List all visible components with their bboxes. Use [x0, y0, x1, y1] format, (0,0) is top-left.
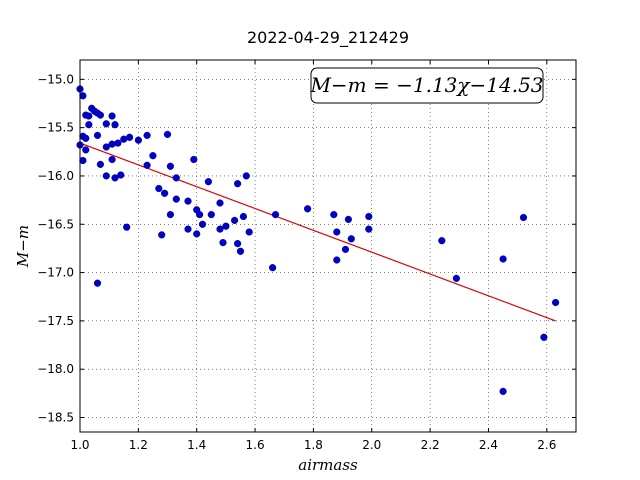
data-point — [438, 237, 446, 245]
y-tick-label: −15.0 — [37, 72, 74, 86]
data-point — [234, 180, 242, 188]
data-point — [365, 225, 373, 233]
plot-frame — [79, 59, 577, 433]
x-tick-label: 2.4 — [479, 438, 498, 452]
points-layer — [76, 85, 560, 396]
data-point — [82, 146, 90, 154]
data-point — [155, 184, 163, 193]
y-tick-label: −16.0 — [37, 169, 74, 183]
data-point — [344, 215, 353, 224]
data-point — [108, 112, 116, 120]
data-point — [184, 225, 192, 233]
x-tick-label: 1.6 — [246, 438, 265, 452]
data-point — [158, 231, 166, 239]
data-point — [452, 274, 461, 283]
data-point — [82, 134, 90, 142]
data-point — [330, 211, 338, 219]
x-tick-label: 2.6 — [537, 438, 556, 452]
data-point — [93, 279, 102, 287]
data-point — [96, 160, 105, 169]
data-point — [102, 143, 110, 151]
x-tick-label: 1.0 — [70, 438, 89, 452]
data-point — [166, 162, 175, 170]
y-tick-label: −18.0 — [37, 362, 74, 376]
data-point — [216, 225, 224, 233]
data-point — [149, 152, 157, 160]
data-point — [204, 178, 213, 186]
chart-title: 2022-04-29_212429 — [247, 28, 409, 48]
annotation-box: M−m = −1.13χ−14.53 — [309, 67, 544, 104]
annotation-frame — [310, 67, 544, 104]
data-point — [207, 211, 215, 219]
data-point — [231, 216, 239, 225]
data-point — [499, 387, 507, 396]
data-point — [117, 171, 125, 179]
data-point — [93, 131, 102, 140]
data-point — [111, 174, 119, 182]
data-point — [216, 199, 224, 207]
y-tick-label: −18.5 — [37, 411, 74, 425]
data-point — [540, 333, 548, 341]
data-point — [172, 195, 180, 203]
data-point — [198, 220, 207, 228]
data-point — [143, 131, 151, 140]
data-point — [341, 245, 350, 254]
data-point — [333, 228, 341, 236]
fit-line-layer — [79, 142, 556, 322]
data-point — [172, 174, 180, 182]
data-point — [499, 255, 507, 263]
data-point — [333, 256, 341, 264]
data-point — [114, 139, 122, 147]
data-point — [102, 172, 110, 180]
data-point — [161, 189, 169, 197]
y-tick-label: −17.5 — [37, 314, 74, 328]
data-point — [222, 222, 230, 230]
data-point — [123, 223, 131, 231]
y-axis-label: M−m — [14, 225, 32, 268]
data-point — [219, 239, 227, 247]
data-point — [79, 156, 87, 165]
data-point — [519, 213, 528, 222]
data-point — [365, 212, 373, 221]
data-point — [245, 228, 253, 236]
x-axis-label: airmass — [298, 456, 358, 474]
data-point — [239, 212, 248, 221]
data-point — [102, 120, 110, 128]
data-point — [96, 111, 105, 119]
fit-equation-text: M−m = −1.13χ−14.53 — [309, 73, 543, 97]
x-tick-label: 1.8 — [304, 438, 323, 452]
data-point — [143, 161, 151, 169]
data-point — [242, 172, 250, 180]
data-point — [163, 130, 172, 139]
data-point — [193, 230, 201, 238]
x-tick-label: 2.0 — [362, 438, 381, 452]
data-point — [166, 211, 175, 219]
data-point — [85, 121, 93, 129]
data-point — [111, 121, 119, 129]
data-point — [190, 155, 198, 164]
y-tick-label: −15.5 — [37, 121, 74, 135]
data-point — [234, 240, 242, 248]
y-tick-label: −17.0 — [37, 266, 74, 280]
data-point — [347, 235, 355, 243]
data-point — [126, 133, 134, 141]
data-point — [184, 197, 192, 205]
data-point — [236, 247, 245, 255]
fit-line — [79, 142, 556, 322]
data-point — [196, 211, 204, 219]
data-point — [269, 264, 277, 272]
data-point — [551, 298, 560, 307]
data-point — [85, 112, 93, 120]
data-point — [108, 155, 116, 164]
ticks: 1.0 1.2 1.4 1.6 1.8 2.0 2.2 2.4 2.6 −15.0 −15.5 −16… — [37, 60, 576, 452]
x-tick-label: 1.4 — [187, 438, 206, 452]
data-point — [304, 205, 312, 213]
y-tick-label: −16.5 — [37, 217, 74, 231]
data-point — [134, 136, 143, 144]
x-tick-label: 2.2 — [421, 438, 440, 452]
x-tick-label: 1.2 — [129, 438, 148, 452]
data-point — [79, 92, 87, 100]
data-point — [271, 211, 280, 219]
